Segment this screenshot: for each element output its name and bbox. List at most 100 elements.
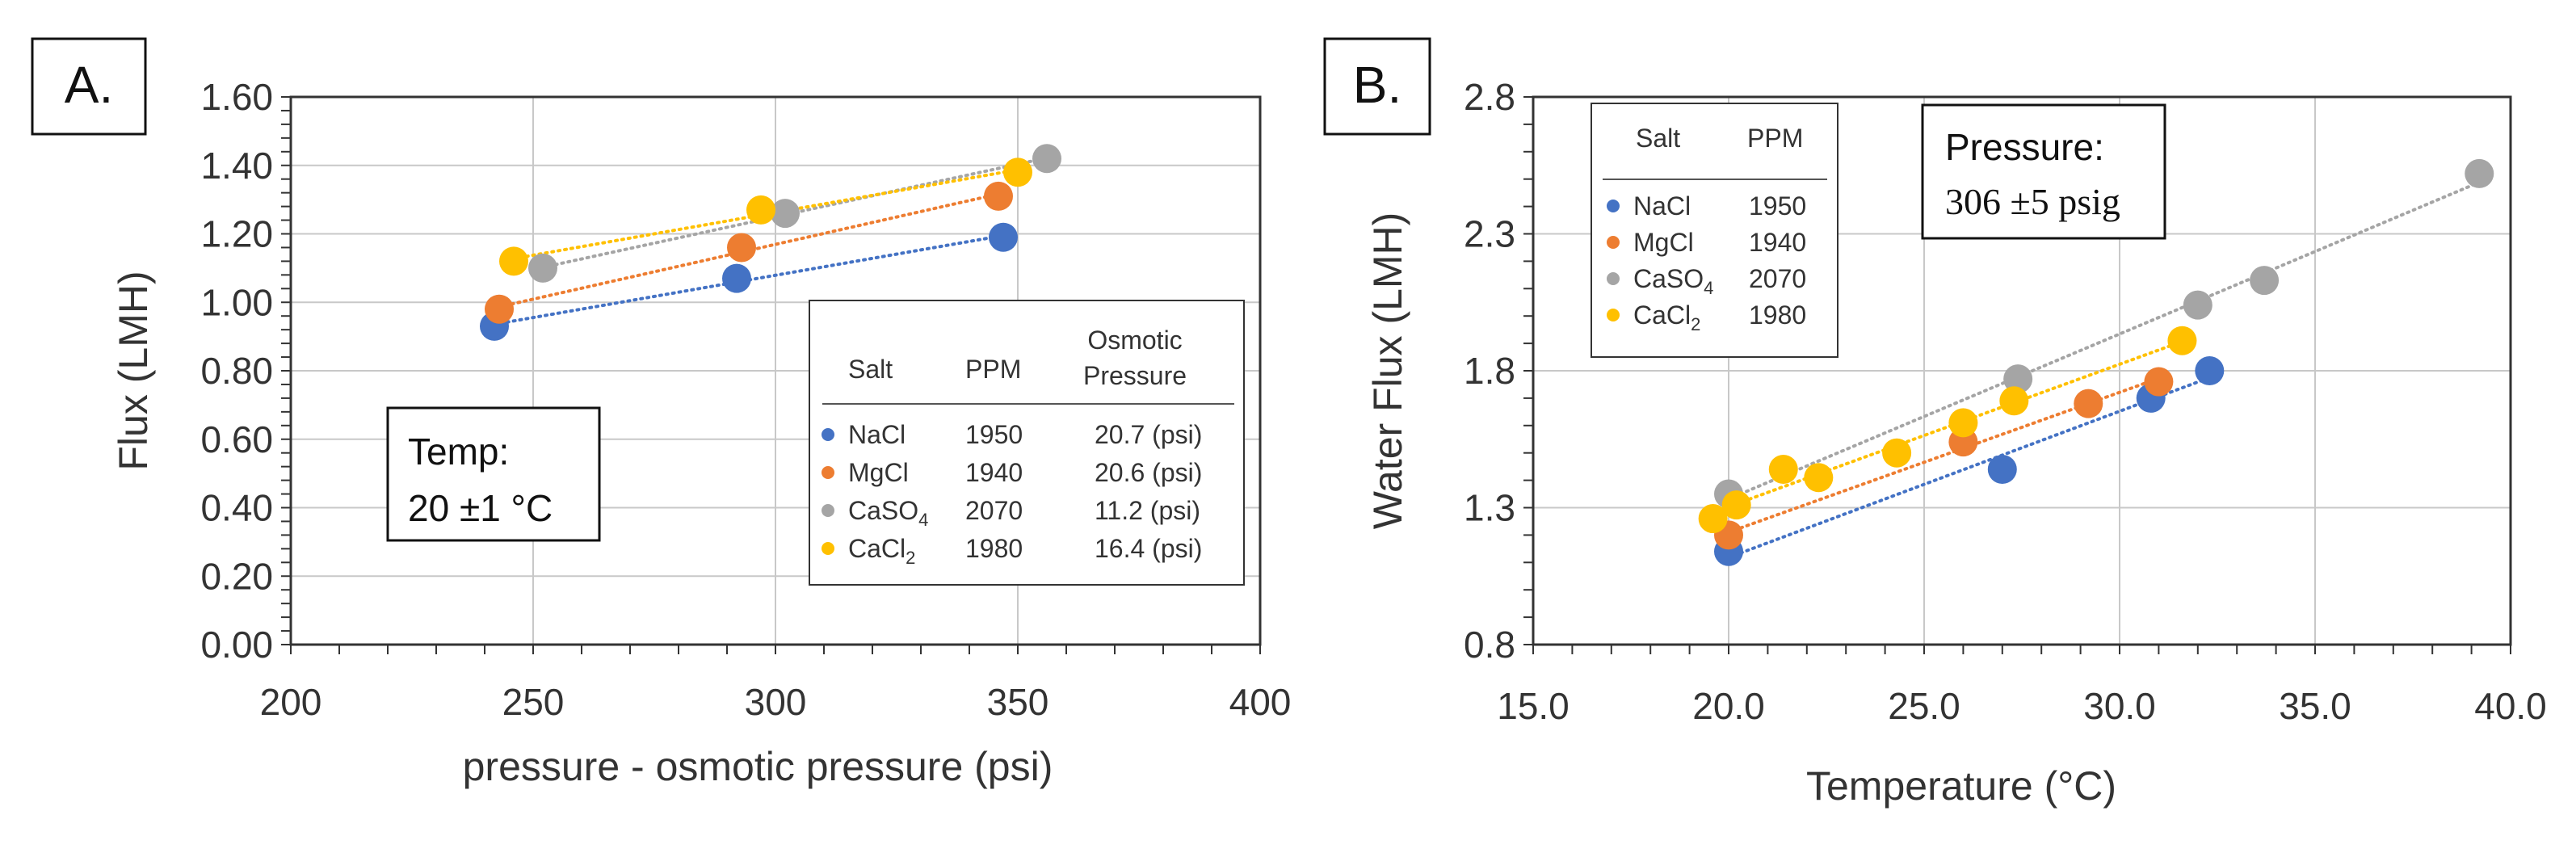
panel-a-trendlines — [493, 156, 1048, 326]
panel-a-legend-marker-nacl — [822, 428, 834, 441]
point-caso4 — [2183, 290, 2213, 320]
x-tick-label: 15.0 — [1497, 685, 1570, 727]
point-caso4 — [2465, 158, 2494, 188]
panel-a-legend-salt-mgcl: MgCl — [848, 458, 909, 487]
trendline-mgcl — [498, 192, 1000, 309]
panel-a-label: A. — [65, 56, 113, 114]
x-tick-label: 30.0 — [2083, 685, 2156, 727]
trendline-cacl2 — [1711, 339, 2184, 515]
point-cacl2 — [746, 195, 775, 225]
panel-b-legend: Salt PPM NaCl 1950 MgCl 1940 CaSO4 2070 … — [1591, 103, 1838, 358]
y-tick-label: 1.20 — [200, 213, 273, 255]
y-tick-label: 2.3 — [1464, 213, 1515, 255]
panel-a-legend-osmotic-cacl2: 16.4 (psi) — [1095, 534, 1202, 563]
panel-b-x-tick-labels: 15.0 20.0 25.0 30.0 35.0 40.0 — [1497, 685, 2547, 727]
panel-b-annotation-line2: 306 ±5 psig — [1945, 181, 2120, 222]
x-tick-label: 200 — [260, 681, 322, 723]
point-cacl2 — [1721, 490, 1751, 520]
y-tick-label: 1.60 — [200, 76, 273, 118]
point-mgcl — [727, 233, 756, 263]
panel-a-legend-osmotic-mgcl: 20.6 (psi) — [1095, 458, 1202, 487]
panel-a-y-tick-labels: 0.00 0.20 0.40 0.60 0.80 1.00 1.20 1.40 1.60 — [200, 76, 273, 666]
panel-a-legend-ppm-caso4: 2070 — [965, 496, 1023, 525]
panel-a-y-axis-title: Flux (LMH) — [111, 271, 156, 470]
x-tick-label: 35.0 — [2279, 685, 2351, 727]
panel-b-chart: B. 15.0 20.0 25.0 30.0 35.0 40.0 0.8 1.3 1.8 2.3… — [1323, 37, 2547, 809]
panel-a-legend-header-osmotic2: Pressure — [1083, 361, 1187, 390]
panel-b-x-axis-title: Temperature (°C) — [1806, 763, 2116, 809]
point-nacl — [722, 263, 751, 293]
x-tick-label: 350 — [987, 681, 1049, 723]
point-cacl2 — [2167, 326, 2197, 355]
point-caso4 — [528, 253, 557, 283]
panel-b-legend-ppm-cacl2: 1980 — [1749, 300, 1806, 330]
y-tick-label: 2.8 — [1464, 76, 1515, 118]
panel-a-legend-osmotic-caso4: 11.2 (psi) — [1095, 496, 1200, 525]
point-caso4 — [2250, 266, 2280, 296]
y-tick-label: 0.00 — [200, 624, 273, 666]
panel-b-legend-ppm-nacl: 1950 — [1749, 191, 1806, 221]
panel-a-legend-marker-cacl2 — [822, 542, 834, 555]
panel-a-points — [480, 144, 1061, 341]
x-tick-label: 40.0 — [2474, 685, 2547, 727]
panel-b-legend-header-salt: Salt — [1636, 124, 1680, 153]
panel-a-legend-salt-cacl2: CaCl2 — [848, 534, 915, 568]
point-cacl2 — [1948, 408, 1978, 438]
panel-b-axis-ticks — [1523, 96, 2511, 654]
point-cacl2 — [1882, 438, 1912, 468]
panel-a-legend-ppm-cacl2: 1980 — [965, 534, 1023, 563]
panel-b-points — [1698, 158, 2494, 566]
panel-b-legend-salt-cacl2: CaCl2 — [1633, 300, 1700, 334]
panel-a-annotation-line2: 20 ±1 °C — [408, 487, 553, 529]
point-cacl2 — [1804, 463, 1834, 493]
panel-b-y-axis-title: Water Flux (LMH) — [1365, 212, 1410, 530]
y-tick-label: 1.00 — [200, 281, 273, 323]
panel-a-legend-header-osmotic1: Osmotic — [1087, 326, 1182, 355]
panel-b-annotation-box — [1921, 103, 2166, 240]
panel-a-x-axis-title: pressure - osmotic pressure (psi) — [463, 744, 1053, 789]
panel-b-legend-marker-mgcl — [1607, 236, 1620, 249]
panel-b-legend-ppm-mgcl: 1940 — [1749, 228, 1806, 257]
point-cacl2 — [1003, 158, 1032, 187]
panel-b-annotation-line1: Pressure: — [1945, 126, 2104, 168]
panel-b-legend-salt-caso4: CaSO4 — [1633, 264, 1713, 298]
panel-a-legend-box — [809, 300, 1245, 586]
panel-a-annotation-box — [386, 406, 601, 542]
panel-b-legend-marker-caso4 — [1607, 272, 1620, 285]
point-cacl2 — [1999, 386, 2029, 416]
y-tick-label: 0.20 — [200, 555, 273, 597]
panel-b-label-box — [1323, 37, 1431, 136]
point-mgcl — [485, 294, 514, 324]
panel-b-y-tick-labels: 0.8 1.3 1.8 2.3 2.8 — [1464, 76, 1515, 666]
point-cacl2 — [499, 246, 528, 276]
x-tick-label: 20.0 — [1692, 685, 1765, 727]
panel-b-legend-ppm-caso4: 2070 — [1749, 264, 1806, 293]
panel-b-legend-salt-mgcl: MgCl — [1633, 228, 1694, 257]
point-nacl — [989, 222, 1018, 252]
panel-a-legend-header-salt: Salt — [848, 355, 893, 384]
y-tick-label: 0.80 — [200, 350, 273, 392]
trendline-nacl — [1727, 376, 2212, 560]
trendline-caso4 — [1727, 180, 2481, 501]
x-tick-label: 25.0 — [1888, 685, 1960, 727]
panel-a-legend-salt-caso4: CaSO4 — [848, 496, 928, 530]
x-tick-label: 250 — [502, 681, 565, 723]
panel-a-legend: Salt PPM Osmotic Pressure NaCl 1950 20.7… — [809, 300, 1245, 586]
panel-b-legend-marker-cacl2 — [1607, 309, 1620, 321]
panel-a-legend-marker-caso4 — [822, 504, 834, 517]
panel-b-legend-marker-nacl — [1607, 200, 1620, 212]
y-tick-label: 1.8 — [1464, 350, 1515, 392]
panel-b-legend-box — [1591, 103, 1838, 358]
point-mgcl — [2074, 389, 2103, 418]
point-cacl2 — [1768, 455, 1798, 485]
point-caso4 — [771, 199, 800, 229]
y-tick-label: 1.3 — [1464, 487, 1515, 529]
panel-a-axis-ticks — [281, 96, 1261, 654]
trendline-cacl2 — [512, 168, 1019, 261]
panel-b-legend-salt-nacl: NaCl — [1633, 191, 1691, 221]
panel-a-legend-marker-mgcl — [822, 466, 834, 479]
y-tick-label: 0.40 — [200, 487, 273, 529]
point-nacl — [1987, 455, 2017, 485]
panel-a-label-box — [31, 37, 147, 136]
